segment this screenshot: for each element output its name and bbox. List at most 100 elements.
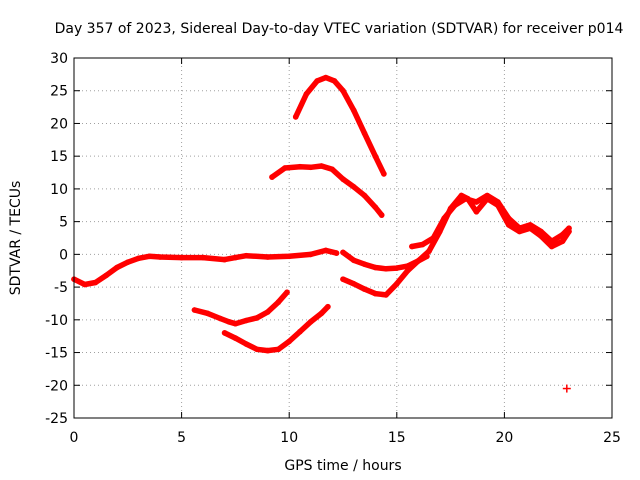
plot-background <box>74 58 612 418</box>
data-point <box>340 87 346 94</box>
y-tick-label: -20 <box>45 378 68 394</box>
data-point <box>264 254 271 260</box>
data-point <box>430 235 437 241</box>
data-point <box>178 254 185 261</box>
data-point <box>297 328 303 335</box>
series-trace-2 <box>292 74 387 177</box>
data-point <box>282 165 288 171</box>
data-point <box>232 320 239 327</box>
data-point <box>419 241 426 248</box>
data-point <box>264 309 271 315</box>
data-point <box>221 256 228 263</box>
data-point <box>462 195 469 202</box>
y-tick-label: -25 <box>45 411 68 427</box>
data-point <box>323 247 329 254</box>
data-point <box>307 251 314 258</box>
data-point <box>505 222 512 228</box>
y-tick-label: 15 <box>50 149 68 165</box>
data-point <box>254 346 260 353</box>
data-point <box>103 272 110 279</box>
data-point <box>559 238 566 245</box>
data-point <box>495 199 501 205</box>
y-tick-label: 5 <box>59 215 68 231</box>
data-point <box>232 254 239 261</box>
x-gridlines <box>181 58 505 418</box>
data-point <box>297 163 303 170</box>
data-point <box>473 199 480 205</box>
y-tick-label: 20 <box>50 116 68 132</box>
y-tick-label: -15 <box>45 346 68 362</box>
data-point <box>275 346 282 353</box>
x-axis-label: GPS time / hours <box>284 458 401 474</box>
data-point <box>307 319 314 325</box>
series-line <box>409 192 572 250</box>
data-point <box>204 310 211 317</box>
data-point <box>381 171 387 177</box>
data-point <box>340 176 346 182</box>
data-point <box>226 319 232 325</box>
data-point <box>286 338 293 345</box>
data-point <box>286 253 293 260</box>
series-trace-8 <box>409 192 572 250</box>
data-series <box>71 74 572 393</box>
data-point <box>269 174 275 180</box>
data-point <box>361 261 368 268</box>
data-point <box>333 250 340 256</box>
data-point <box>372 153 379 159</box>
data-point <box>323 74 329 81</box>
data-point <box>82 281 88 288</box>
data-point <box>243 341 249 347</box>
data-point <box>264 347 271 354</box>
y-tick-labels: -25 -20 -15 -10 -5 0 5 10 15 20 25 30 <box>45 51 68 427</box>
data-point <box>394 281 400 287</box>
data-point <box>329 166 336 173</box>
data-point <box>191 307 198 313</box>
data-point <box>125 259 131 266</box>
data-point <box>505 215 512 222</box>
data-point <box>372 290 379 297</box>
chart-title: Day 357 of 2023, Sidereal Day-to-day VTE… <box>55 21 624 37</box>
data-point <box>458 192 465 199</box>
y-tick-label: -5 <box>54 280 68 296</box>
data-point <box>473 209 480 215</box>
series-outlier <box>562 384 571 393</box>
data-point <box>409 243 415 250</box>
data-point <box>275 299 282 305</box>
x-tick-label: 5 <box>177 430 186 446</box>
y-tick-label: 10 <box>50 182 68 198</box>
data-point <box>361 286 368 292</box>
data-point <box>325 303 331 310</box>
series-trace-4 <box>191 289 290 327</box>
data-point <box>331 78 338 84</box>
data-point <box>372 264 379 271</box>
data-point <box>426 248 432 254</box>
data-point <box>441 215 447 222</box>
data-point <box>404 267 411 274</box>
x-tick-label: 10 <box>280 430 298 446</box>
data-point <box>548 243 555 250</box>
y-tick-label: 25 <box>50 84 68 100</box>
data-point <box>243 317 249 324</box>
data-point <box>114 264 120 271</box>
series-trace-5 <box>221 303 331 354</box>
data-point <box>318 310 325 317</box>
x-tick-label: 15 <box>388 430 406 446</box>
x-tick-label: 20 <box>495 430 513 446</box>
data-point <box>284 289 290 296</box>
data-point <box>351 184 357 190</box>
data-point <box>314 78 321 84</box>
series-trace-1 <box>71 247 340 288</box>
series-trace-7 <box>340 192 572 298</box>
data-point <box>200 254 206 261</box>
y-axis-label: SDTVAR / TECUs <box>8 181 24 296</box>
data-point <box>383 266 389 272</box>
data-point <box>452 202 458 209</box>
data-point <box>135 255 142 262</box>
data-point <box>157 254 163 260</box>
y-tick-label: 30 <box>50 51 68 67</box>
x-tick-label: 0 <box>70 430 79 446</box>
data-point <box>307 164 314 171</box>
data-point <box>351 257 357 264</box>
data-point <box>254 315 260 321</box>
data-point <box>548 238 555 245</box>
